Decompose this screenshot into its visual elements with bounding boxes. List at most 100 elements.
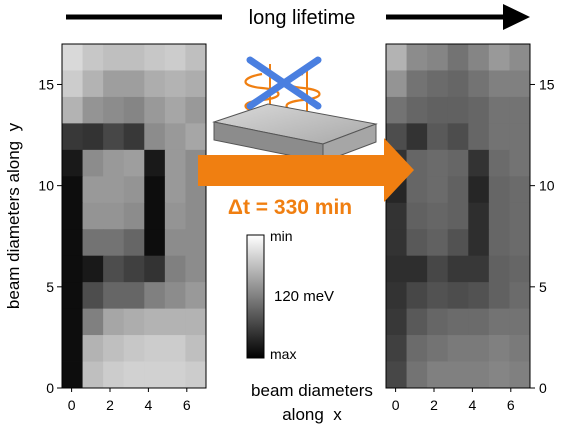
- heatmap-cell: [123, 123, 145, 151]
- colorbar-max-label: max: [270, 346, 296, 362]
- heatmap-cell: [185, 70, 207, 98]
- heatmap-cell: [509, 229, 531, 257]
- heatmap-cell: [488, 282, 510, 310]
- heatmap-cell: [427, 176, 449, 204]
- heatmap-cell: [185, 335, 207, 362]
- cross-stroke-2: [246, 56, 322, 110]
- heatmap-cell: [82, 44, 104, 71]
- heatmap-cell: [144, 70, 166, 98]
- heatmap-cell: [447, 229, 469, 257]
- heatmap-cell: [386, 308, 407, 336]
- heatmap-cell: [488, 176, 510, 204]
- right-heatmap-cells: [386, 44, 531, 389]
- heatmap-cell: [386, 282, 407, 310]
- heatmap-cell: [62, 282, 83, 310]
- heatmap-cell: [62, 44, 83, 71]
- heatmap-cell: [82, 361, 104, 389]
- heatmap-cell: [468, 176, 490, 204]
- heatmap-cell: [406, 361, 428, 389]
- heatmap-cell: [123, 149, 145, 177]
- heatmap-cell: [427, 308, 449, 336]
- heatmap-cell: [103, 96, 125, 124]
- heatmap-cell: [62, 202, 83, 230]
- heatmap-cell: [123, 308, 145, 336]
- heatmap-cell: [386, 70, 407, 98]
- heatmap-cell: [406, 229, 428, 257]
- heatmap-cell: [468, 255, 490, 283]
- heatmap-cell: [468, 123, 490, 151]
- heatmap-cell: [488, 123, 510, 151]
- heatmap-cell: [62, 96, 83, 124]
- heatmap-cell: [468, 361, 490, 389]
- heatmap-cell: [427, 44, 449, 71]
- y-tick-label: 10: [539, 178, 555, 194]
- colorbar-value-label: 120 meV: [274, 288, 334, 305]
- heatmap-cell: [185, 202, 207, 230]
- heatmap-cell: [447, 96, 469, 124]
- heatmap-cell: [406, 70, 428, 98]
- y-tick-label: 0: [46, 380, 54, 396]
- heatmap-cell: [103, 361, 125, 389]
- heatmap-cell: [468, 229, 490, 257]
- x-axis-label-line1: beam diameters: [251, 381, 373, 400]
- heatmap-cell: [164, 361, 186, 389]
- heatmap-cell: [164, 96, 186, 124]
- heatmap-cell: [144, 149, 166, 177]
- heatmap-cell: [123, 44, 145, 71]
- heatmap-cell: [62, 335, 83, 362]
- heatmap-cell: [82, 70, 104, 98]
- heatmap-cell: [427, 335, 449, 362]
- heatmap-cell: [164, 335, 186, 362]
- heatmap-cell: [447, 308, 469, 336]
- heatmap-cell: [406, 282, 428, 310]
- left-x-ticks: 0 2 4 6: [68, 388, 191, 413]
- heatmap-cell: [164, 149, 186, 177]
- heatmap-cell: [82, 149, 104, 177]
- heatmap-cell: [468, 308, 490, 336]
- right-x-ticks: 0 2 4 6: [392, 388, 515, 413]
- heatmap-cell: [164, 308, 186, 336]
- time-transfer-arrow: [198, 138, 414, 202]
- heatmap-cell: [82, 308, 104, 336]
- heatmap-cell: [185, 282, 207, 310]
- y-axis-label: beam diameters along y: [4, 122, 23, 309]
- heatmap-cell: [185, 308, 207, 336]
- heatmap-cell: [488, 44, 510, 71]
- heatmap-cell: [447, 44, 469, 71]
- heatmap-cell: [144, 282, 166, 310]
- x-tick-label: 4: [469, 397, 477, 413]
- colorbar-min-label: min: [270, 228, 293, 244]
- heatmap-cell: [144, 123, 166, 151]
- heatmap-cell: [164, 282, 186, 310]
- heatmap-cell: [62, 361, 83, 389]
- heatmap-cell: [123, 335, 145, 362]
- x-tick-label: 0: [68, 397, 76, 413]
- left-heatmap-panel: 0 5 10 15 0 2 4 6: [38, 43, 207, 413]
- heatmap-cell: [386, 96, 407, 124]
- y-tick-label: 15: [539, 76, 555, 92]
- heatmap-cell: [103, 255, 125, 283]
- y-tick-label: 5: [46, 279, 54, 295]
- heatmap-cell: [509, 176, 531, 204]
- x-tick-label: 6: [183, 397, 191, 413]
- heatmap-cell: [406, 335, 428, 362]
- left-y-ticks: 0 5 10 15: [38, 76, 62, 396]
- heatmap-cell: [488, 96, 510, 124]
- heatmap-cell: [62, 255, 83, 283]
- heatmap-cell: [509, 255, 531, 283]
- heatmap-cell: [82, 123, 104, 151]
- heatmap-cell: [144, 176, 166, 204]
- heatmap-cell: [447, 335, 469, 362]
- heatmap-cell: [406, 176, 428, 204]
- right-heatmap-panel: 0 5 10 15 0 2 4 6: [385, 43, 555, 413]
- heatmap-cell: [144, 255, 166, 283]
- heatmap-cell: [406, 96, 428, 124]
- heatmap-cell: [103, 176, 125, 204]
- right-plot-frame: [385, 43, 531, 389]
- heatmap-cell: [488, 70, 510, 98]
- x-axis-label-line2: along x: [282, 405, 342, 424]
- heatmap-cell: [488, 229, 510, 257]
- heatmap-cell: [103, 70, 125, 98]
- heatmap-cell: [164, 176, 186, 204]
